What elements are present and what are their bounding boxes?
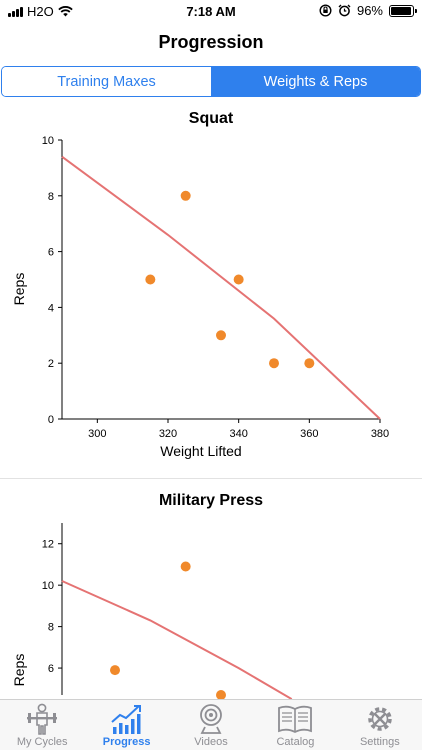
squat-chart: 0 2 4 6 8 10 300 320 340 360 380 Reps Weight Lifted (11, 135, 389, 459)
tab-settings[interactable]: Settings (338, 700, 422, 750)
data-point (304, 358, 315, 369)
segment-weights-reps[interactable]: Weights & Reps (211, 67, 420, 96)
page-title: Progression (158, 32, 264, 52)
data-point (216, 690, 226, 699)
tab-progress[interactable]: Progress (84, 700, 168, 750)
chart-growth-icon (110, 705, 141, 734)
battery-level (391, 6, 412, 15)
x-tick-label: 380 (371, 428, 389, 440)
x-axis-label: Weight Lifted (160, 443, 241, 459)
y-tick-label: 6 (48, 663, 54, 675)
data-point (180, 561, 191, 572)
tab-bar: My Cycles Progress Videos Catalog (0, 699, 422, 750)
y-tick-label: 0 (48, 414, 54, 426)
tab-videos[interactable]: Videos (169, 700, 253, 750)
gear-wrench-icon (368, 707, 392, 731)
alarm-icon (338, 4, 351, 17)
y-tick-label: 10 (42, 580, 54, 592)
battery-percent: 96% (356, 3, 383, 18)
x-tick-label: 360 (300, 428, 318, 440)
status-time: 7:18 AM (186, 4, 236, 19)
book-icon (278, 705, 313, 734)
data-point (269, 358, 279, 369)
trend-line (61, 580, 293, 699)
status-bar: H2O 7:18 AM 96% (0, 0, 422, 22)
x-tick-label: 320 (159, 428, 177, 440)
y-tick-label: 12 (42, 539, 54, 551)
trend-line (61, 155, 381, 420)
y-tick-label: 2 (48, 358, 54, 370)
segment-training-maxes[interactable]: Training Maxes (2, 67, 211, 96)
tab-label-catalog: Catalog (276, 736, 315, 748)
y-tick-label: 8 (48, 191, 54, 203)
military-press-chart: 6 8 10 12 Reps (11, 523, 293, 699)
y-axis-label: Reps (11, 654, 27, 687)
tab-label-my-cycles: My Cycles (16, 736, 68, 748)
data-point (180, 190, 191, 201)
y-tick-label: 6 (48, 247, 54, 259)
battery-icon (389, 4, 417, 17)
tab-my-cycles[interactable]: My Cycles (0, 700, 84, 750)
carrier-signal: H2O (8, 4, 73, 19)
chart-title-military-press: Military Press (158, 492, 264, 509)
data-point (216, 330, 226, 341)
weightlifter-icon (27, 703, 58, 735)
carrier-label: H2O (27, 4, 54, 19)
tab-label-videos: Videos (194, 736, 228, 748)
data-point (145, 274, 156, 285)
view-segmented-control: Training Maxes Weights & Reps (1, 66, 421, 97)
webcam-icon (200, 704, 222, 734)
section-divider (0, 478, 422, 479)
y-tick-label: 4 (48, 302, 54, 314)
y-tick-label: 8 (48, 622, 54, 634)
x-tick-label: 340 (229, 428, 247, 440)
data-point (110, 665, 120, 676)
y-axis-label: Reps (11, 273, 27, 306)
chart-title-squat: Squat (188, 110, 234, 127)
status-indicators: 96% (319, 3, 417, 18)
rotation-lock-icon (319, 4, 332, 17)
tab-label-settings: Settings (359, 736, 400, 748)
x-tick-label: 300 (88, 428, 106, 440)
wifi-icon (58, 6, 73, 17)
tab-catalog[interactable]: Catalog (253, 700, 337, 750)
y-tick-label: 10 (42, 135, 54, 147)
tab-label-progress: Progress (102, 736, 151, 748)
signal-icon (8, 6, 23, 17)
data-point (233, 274, 244, 285)
